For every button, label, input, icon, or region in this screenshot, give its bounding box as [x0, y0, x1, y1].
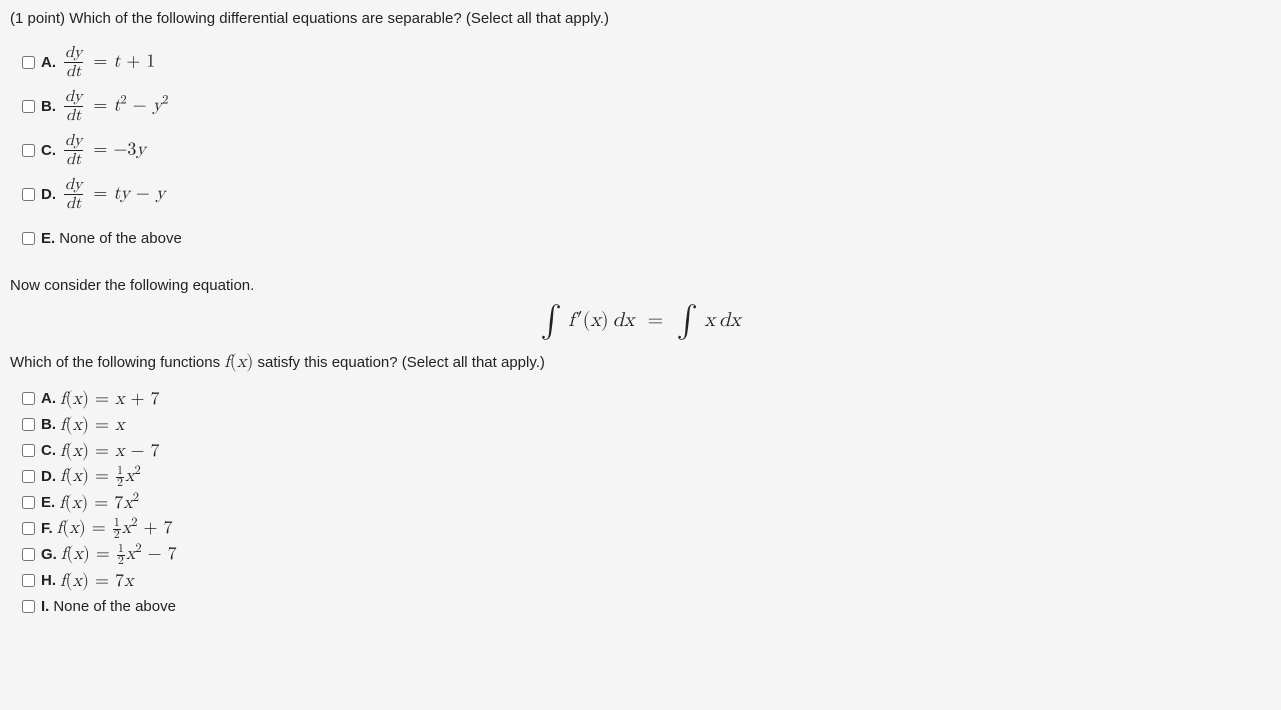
q2-checkbox-h[interactable] — [22, 574, 35, 587]
q2-letter-b: B. — [41, 416, 56, 433]
q1-letter-d: D. — [41, 186, 56, 203]
q1-prompt-text: Which of the following differential equa… — [69, 10, 609, 27]
q2-label-b: B. f(x) = x — [41, 414, 125, 436]
q1-letter-b: B. — [41, 98, 56, 115]
q2-checkbox-d[interactable] — [22, 470, 35, 483]
q1-math-a: dydt = t + 1 — [60, 45, 155, 80]
q1-options: A. dydt = t + 1 B. dydt = t2 − y2 C. dyd… — [10, 41, 1271, 259]
q2-checkbox-a[interactable] — [22, 392, 35, 405]
q2-option-h: H. f(x) = 7x — [10, 569, 1271, 593]
q2-label-d: D. f(x) = 12x2 — [41, 465, 141, 488]
q2-label-h: H. f(x) = 7x — [41, 570, 134, 592]
q2-label-g: G. f(x) = 12x2 − 7 — [41, 543, 177, 566]
q2-letter-g: G. — [41, 546, 57, 563]
q2-letter-c: C. — [41, 442, 56, 459]
q1-option-d: D. dydt = ty − y — [10, 173, 1271, 215]
integral-equation: ∫ f ′(x) dx = ∫ x dx — [10, 308, 1271, 333]
q2-math-c: f(x) = x − 7 — [60, 440, 160, 462]
q1-math-d: dydt = ty − y — [60, 177, 165, 212]
q1-math-c: dydt = −3y — [60, 133, 146, 168]
q1-label-a: A. dydt = t + 1 — [41, 45, 155, 80]
q2-letter-h: H. — [41, 572, 56, 589]
q1-option-e: E. None of the above — [10, 217, 1271, 259]
q2-option-f: F. f(x) = 12x2 + 7 — [10, 517, 1271, 541]
q2-option-e: E. f(x) = 7x2 — [10, 491, 1271, 515]
q1-checkbox-b[interactable] — [22, 100, 35, 113]
q1-letter-e: E. — [41, 230, 55, 247]
q2-options: A. f(x) = x + 7 B. f(x) = x C. f(x) = x … — [10, 387, 1271, 619]
q1-label-d: D. dydt = ty − y — [41, 177, 165, 212]
q2-checkbox-e[interactable] — [22, 496, 35, 509]
q2-math-a: f(x) = x + 7 — [60, 388, 160, 410]
q2-option-b: B. f(x) = x — [10, 413, 1271, 437]
q2-option-a: A. f(x) = x + 7 — [10, 387, 1271, 411]
q2-letter-e: E. — [41, 494, 55, 511]
question1-prompt: (1 point) Which of the following differe… — [10, 10, 1271, 27]
q1-text-e: None of the above — [59, 230, 182, 247]
q2-checkbox-c[interactable] — [22, 444, 35, 457]
q2-letter-d: D. — [41, 468, 56, 485]
q1-checkbox-d[interactable] — [22, 188, 35, 201]
q1-label-b: B. dydt = t2 − y2 — [41, 89, 168, 124]
q1-option-b: B. dydt = t2 − y2 — [10, 85, 1271, 127]
q2-option-g: G. f(x) = 12x2 − 7 — [10, 543, 1271, 567]
q2-label-e: E. f(x) = 7x2 — [41, 492, 139, 514]
q2-text-i: None of the above — [53, 598, 176, 615]
q2-letter-f: F. — [41, 520, 53, 537]
question2-prompt: Which of the following functions f(x) sa… — [10, 351, 1271, 373]
q2-letter-i: I. — [41, 598, 49, 615]
q1-letter-c: C. — [41, 142, 56, 159]
q1-option-c: C. dydt = −3y — [10, 129, 1271, 171]
q2-math-d: f(x) = 12x2 — [60, 465, 141, 488]
q2-label-a: A. f(x) = x + 7 — [41, 388, 160, 410]
q2-label-c: C. f(x) = x − 7 — [41, 440, 160, 462]
points-prefix: (1 point) — [10, 10, 69, 27]
q2-math-f: f(x) = 12x2 + 7 — [57, 517, 173, 540]
q1-letter-a: A. — [41, 54, 56, 71]
q2-math-g: f(x) = 12x2 − 7 — [61, 543, 177, 566]
q2-checkbox-f[interactable] — [22, 522, 35, 535]
q2-checkbox-b[interactable] — [22, 418, 35, 431]
q2-math-h: f(x) = 7x — [60, 570, 134, 592]
q1-checkbox-a[interactable] — [22, 56, 35, 69]
q1-checkbox-e[interactable] — [22, 232, 35, 245]
q1-label-c: C. dydt = −3y — [41, 133, 146, 168]
q2-option-i: I. None of the above — [10, 595, 1271, 619]
q1-option-a: A. dydt = t + 1 — [10, 41, 1271, 83]
q2-math-b: f(x) = x — [60, 414, 125, 436]
q2-prompt-pre: Which of the following functions — [10, 354, 224, 371]
q1-math-b: dydt = t2 − y2 — [60, 89, 168, 124]
transition-text: Now consider the following equation. — [10, 277, 1271, 294]
q2-label-i: I. None of the above — [41, 598, 176, 615]
q2-label-f: F. f(x) = 12x2 + 7 — [41, 517, 172, 540]
q2-checkbox-g[interactable] — [22, 548, 35, 561]
q1-label-e: E. None of the above — [41, 230, 182, 247]
q2-option-c: C. f(x) = x − 7 — [10, 439, 1271, 463]
q2-checkbox-i[interactable] — [22, 600, 35, 613]
q2-letter-a: A. — [41, 390, 56, 407]
q2-math-e: f(x) = 7x2 — [59, 492, 139, 514]
q1-checkbox-c[interactable] — [22, 144, 35, 157]
q2-option-d: D. f(x) = 12x2 — [10, 465, 1271, 489]
q2-prompt-post: satisfy this equation? (Select all that … — [253, 354, 545, 371]
